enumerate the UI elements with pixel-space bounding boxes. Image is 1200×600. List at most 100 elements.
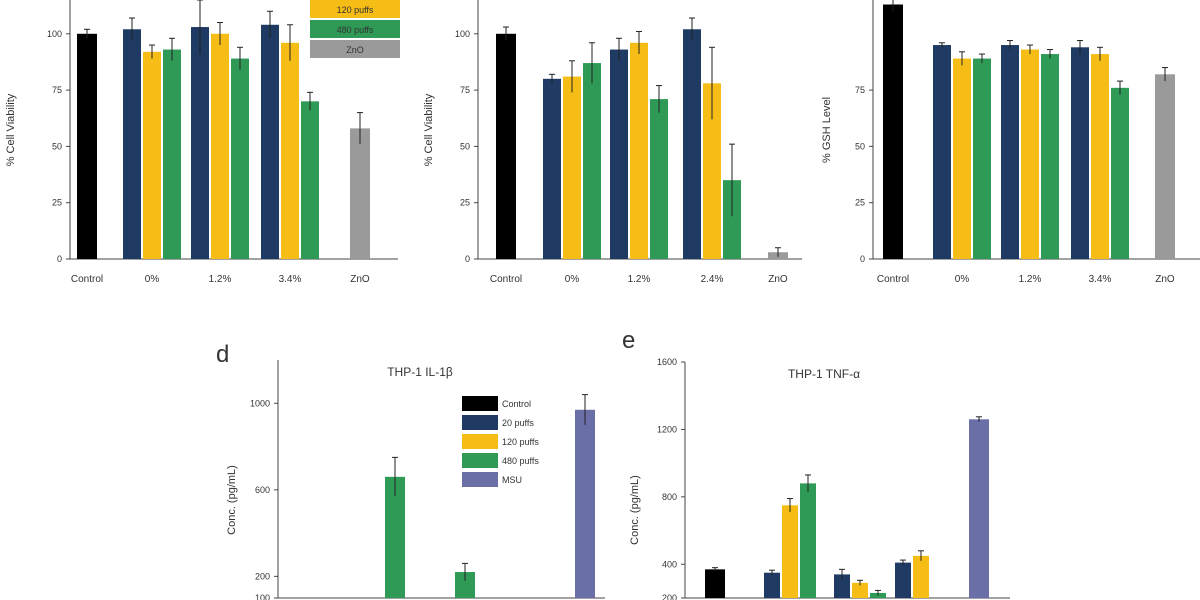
bar-control	[77, 33, 97, 259]
legend-label: 120 puffs	[502, 437, 539, 447]
bar-120-puffs	[143, 51, 161, 259]
bar-120-puffs	[1021, 49, 1039, 260]
x-tick-label: 1.2%	[1019, 274, 1042, 285]
bar-480-puffs	[583, 63, 601, 260]
bar-120-puffs	[563, 76, 581, 259]
chart-c: 0 25 50 75 % GSH Level Control 0% 1.2% 3.4% ZnO	[821, 0, 1200, 285]
bar-120-puffs	[211, 33, 229, 259]
legend-label: 480 puffs	[502, 456, 539, 466]
legend-swatch	[462, 434, 498, 449]
bar-20-puffs	[895, 562, 911, 598]
bar-480-puffs	[1111, 87, 1129, 260]
y-tick-label: 400	[662, 559, 677, 569]
panel-label: d	[216, 341, 229, 368]
x-tick-label: 0%	[145, 274, 160, 285]
legend-swatch	[310, 20, 400, 38]
y-tick-label: 25	[460, 198, 470, 208]
chart-d: 100 200 600 1000 Conc. (pg/mL) THP-1 IL-1β d Co…	[216, 341, 605, 600]
y-tick-label: 75	[460, 85, 470, 95]
bar-20-puffs	[191, 27, 209, 259]
legend-swatch	[462, 396, 498, 411]
y-tick-label: 1200	[657, 424, 677, 434]
bar-480-puffs	[385, 476, 405, 598]
bar-480-puffs	[163, 49, 181, 260]
bar-480-puffs	[455, 572, 475, 598]
y-axis-label: Conc. (pg/mL)	[629, 475, 641, 545]
y-tick-label: 0	[860, 254, 865, 264]
bar-480-puffs	[231, 58, 249, 260]
bar-msu	[969, 419, 989, 598]
bar-20-puffs	[764, 572, 780, 598]
y-tick-label: 100	[47, 29, 62, 39]
x-tick-label: 1.2%	[209, 274, 232, 285]
y-tick-label: 75	[52, 85, 62, 95]
bar-control	[883, 4, 903, 259]
bar-20-puffs	[683, 29, 701, 260]
bar-20-puffs	[261, 24, 279, 260]
legend-swatch	[310, 40, 400, 58]
y-tick-label: 600	[255, 485, 270, 495]
x-tick-label: ZnO	[768, 274, 788, 285]
panel-label: e	[622, 327, 635, 354]
bar-control	[496, 33, 516, 259]
x-tick-label: 3.4%	[279, 274, 302, 285]
bar-120-puffs	[782, 505, 798, 598]
bar-480-puffs	[1155, 74, 1175, 259]
y-tick-label: 1600	[657, 357, 677, 367]
bar-480-puffs	[1041, 54, 1059, 260]
chart-e: 200 400 800 1200 1600 Conc. (pg/mL) THP-1 TNF-…	[622, 327, 1010, 600]
y-tick-label: 50	[855, 141, 865, 151]
bar-480-puffs	[350, 128, 370, 259]
bar-20-puffs	[543, 78, 561, 260]
x-tick-label: Control	[71, 274, 103, 285]
bar-20-puffs	[1071, 47, 1089, 259]
legend-swatch	[462, 453, 498, 468]
bar-120-puffs	[913, 555, 929, 598]
y-axis-label: % GSH Level	[821, 97, 833, 163]
bar-120-puffs	[852, 582, 868, 598]
y-tick-label: 75	[855, 85, 865, 95]
bar-msu	[575, 409, 595, 598]
legend-label: Control	[502, 399, 531, 409]
x-tick-label: 2.4%	[701, 274, 724, 285]
bar-120-puffs	[953, 58, 971, 260]
legend-label: 120 puffs	[337, 5, 374, 15]
y-tick-label: 0	[465, 254, 470, 264]
bar-480-puffs	[723, 180, 741, 259]
bar-480-puffs	[800, 483, 816, 598]
x-tick-label: 0%	[955, 274, 970, 285]
x-tick-label: Control	[877, 274, 909, 285]
y-tick-label: 1000	[250, 398, 270, 408]
legend-swatch	[310, 0, 400, 18]
y-tick-label: 25	[52, 198, 62, 208]
x-tick-label: Control	[490, 274, 522, 285]
legend-label: 480 puffs	[337, 25, 374, 35]
bar-480-puffs	[973, 58, 991, 260]
legend-swatch	[462, 415, 498, 430]
y-axis-label: % Cell Viability	[423, 93, 435, 166]
y-tick-label: 50	[460, 141, 470, 151]
legend-swatch	[462, 472, 498, 487]
bar-120-puffs	[630, 42, 648, 259]
y-tick-label: 25	[855, 198, 865, 208]
bar-20-puffs	[1001, 45, 1019, 259]
y-tick-label: 0	[57, 254, 62, 264]
chart-title: THP-1 IL-1β	[387, 365, 453, 379]
bar-120-puffs	[281, 42, 299, 259]
chart-a: 0 25 50 75 100 % Cell Viability Control 0% 1.2% 3…	[5, 0, 400, 285]
chart-title: THP-1 TNF-α	[788, 367, 860, 381]
y-tick-label: 50	[52, 141, 62, 151]
y-axis-label: Conc. (pg/mL)	[226, 465, 238, 535]
bar-120-puffs	[1091, 54, 1109, 260]
bar-control	[705, 569, 725, 598]
bar-480-puffs	[301, 101, 319, 259]
bar-20-puffs	[610, 49, 628, 260]
y-tick-label: 800	[662, 492, 677, 502]
x-tick-label: 0%	[565, 274, 580, 285]
y-axis-label: % Cell Viability	[5, 93, 17, 166]
legend-label: 20 puffs	[502, 418, 534, 428]
bar-480-puffs	[650, 99, 668, 260]
y-tick-label: 200	[662, 593, 677, 600]
y-tick-label: 100	[255, 593, 270, 600]
